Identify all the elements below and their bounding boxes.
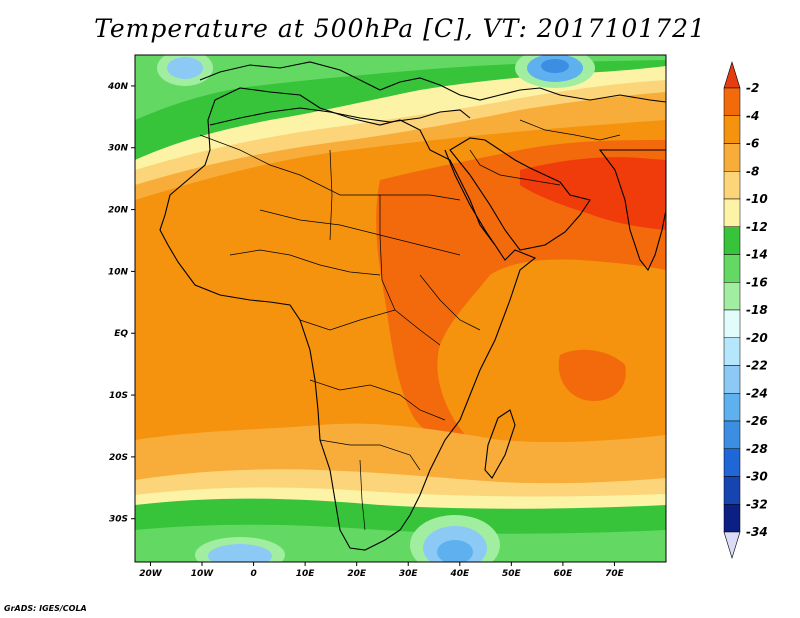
credit-label: GrADS: IGES/COLA: [4, 604, 87, 613]
y-tick-label: 20S: [109, 453, 128, 463]
x-tick-label: 20W: [139, 569, 163, 579]
colorbar-swatch: [723, 365, 741, 394]
colorbar-label: -32: [746, 497, 768, 511]
colorbar-label: -18: [746, 303, 768, 317]
colorbar-swatch: [723, 254, 741, 283]
x-tick-label: 30E: [399, 569, 419, 579]
colorbar-label: -34: [746, 525, 768, 539]
colorbar-swatch: [723, 143, 741, 172]
colorbar-swatch: [723, 198, 741, 227]
colorbar-label: -26: [746, 414, 768, 428]
colorbar-label: -30: [746, 470, 768, 484]
coastlines: [159, 61, 666, 551]
plot-frame: [134, 54, 667, 563]
x-tick-label: 50E: [502, 569, 522, 579]
arabia-coastline: [449, 137, 591, 251]
colorbar-label: -2: [746, 81, 759, 95]
y-tick-label: 20N: [108, 206, 129, 216]
y-tick-label: 30N: [108, 144, 129, 154]
map-title: Temperature at 500hPa [C], VT: 201710172…: [94, 14, 706, 43]
y-tick-label: 10N: [108, 267, 129, 277]
colorbar-label: -8: [746, 164, 759, 178]
country-borders: [199, 119, 621, 531]
field-red-arabia: [520, 157, 666, 230]
colorbar-label: -12: [746, 220, 768, 234]
colorbar-swatch: [723, 87, 741, 116]
colorbar-label: -6: [746, 137, 759, 151]
colorbar-swatch: [723, 448, 741, 477]
colorbar-swatch: [723, 504, 741, 533]
colorbar-label: -10: [746, 192, 768, 206]
colorbar-swatch: [723, 309, 741, 338]
colorbar-swatch: [723, 171, 741, 200]
x-tick-label: 60E: [554, 569, 574, 579]
x-tick-label: 20E: [347, 569, 367, 579]
x-axis-ticks: 20W 10W 0 10E 20E 30E 40E 50E 60E 70E: [139, 562, 625, 579]
colorbar-label: -24: [746, 386, 768, 400]
colorbar-swatch: [723, 393, 741, 422]
colorbar-swatch: [723, 476, 741, 505]
madagascar-coastline: [484, 409, 516, 479]
colorbar: -2 -4 -6 -8 -10 -12 -14 -16 -18 -20 -22 -24 -26 -28 -3…: [723, 60, 768, 560]
y-tick-label: 40N: [107, 82, 129, 92]
colorbar-swatch: [723, 282, 741, 311]
europe-coastline: [199, 61, 666, 103]
colorbar-swatch: [723, 337, 741, 366]
india-coastline: [598, 149, 666, 272]
colorbar-swatch: [723, 115, 741, 144]
colorbar-label: -14: [746, 248, 768, 262]
colorbar-bottom-arrow: [723, 531, 741, 560]
y-tick-label: EQ: [114, 329, 128, 339]
colorbar-label: -22: [746, 359, 768, 373]
colorbar-label: -16: [746, 275, 768, 289]
x-tick-label: 70E: [605, 569, 625, 579]
temperature-field: [135, 55, 666, 562]
colorbar-label: -28: [746, 442, 768, 456]
colorbar-label: -4: [746, 109, 759, 123]
x-tick-label: 10E: [296, 569, 316, 579]
colorbar-top-arrow: [723, 60, 741, 89]
x-tick-label: 40E: [449, 569, 470, 579]
y-tick-label: 10S: [109, 391, 128, 401]
x-tick-label: 10W: [191, 569, 215, 579]
colorbar-swatch: [723, 420, 741, 449]
colorbar-swatch: [723, 226, 741, 255]
y-axis-ticks: 40N 30N 20N 10N EQ 10S 20S 30S: [107, 82, 135, 525]
y-tick-label: 30S: [109, 515, 128, 525]
x-tick-label: 0: [250, 569, 256, 579]
africa-coastline: [159, 87, 537, 551]
colorbar-label: -20: [746, 331, 768, 345]
